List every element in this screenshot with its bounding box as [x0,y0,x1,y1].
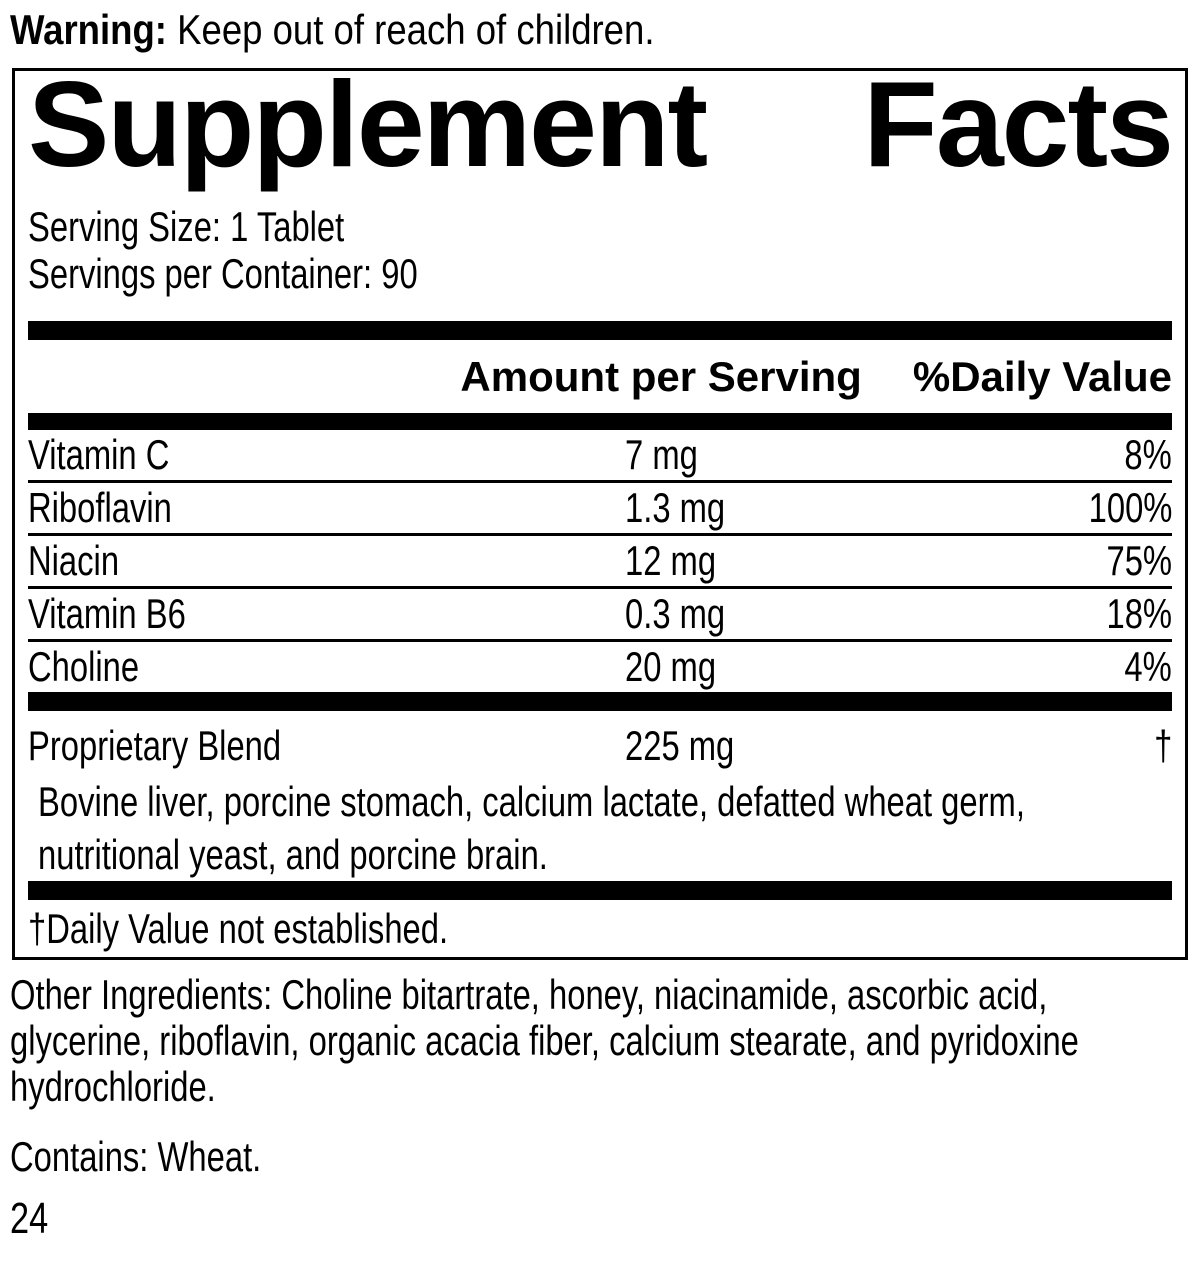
page-number-wrap: 24 [10,1194,1190,1244]
proprietary-blend-row: Proprietary Blend 225 mg † [28,723,1172,772]
serving-info: Serving Size: 1 Tablet Servings per Cont… [28,203,1172,297]
blend-description-wrap: Bovine liver, porcine stomach, calcium l… [38,775,1172,881]
nutrient-name: Vitamin C [28,431,170,478]
warning-message: Keep out of reach of children. [166,6,655,53]
contains-statement: Contains: Wheat. [10,1133,262,1180]
nutrient-row: Vitamin B6 0.3 mg 18% [28,589,1172,642]
column-header-amount: Amount per Serving [460,353,862,400]
other-ingredients: Other Ingredients: Choline bitartrate, h… [10,971,1079,1110]
nutrient-daily-value: 8% [1124,431,1172,478]
contains-statement-wrap: Contains: Wheat. [10,1134,1190,1180]
servings-per-container: Servings per Container: 90 [28,250,418,297]
nutrient-row: Choline 20 mg 4% [28,642,1172,692]
panel-title-right: Facts [863,56,1174,192]
daily-value-footnote-text: †Daily Value not established. [28,905,449,952]
panel-title: Supplement Facts [28,56,1174,192]
page-number: 24 [10,1194,49,1243]
table-header-row: Amount per Serving %Daily Value [28,354,1172,399]
divider-bar-above-footnote [28,881,1172,900]
daily-value-footnote: †Daily Value not established. [28,907,1172,951]
supplement-facts-panel: Supplement Facts Serving Size: 1 Tablet … [12,63,1188,960]
nutrient-amount: 20 mg [625,643,717,690]
nutrient-amount: 7 mg [625,431,698,478]
other-ingredients-wrap: Other Ingredients: Choline bitartrate, h… [10,972,1190,1110]
blend-description: Bovine liver, porcine stomach, calcium l… [38,778,1025,878]
nutrient-amount: 0.3 mg [625,590,726,637]
warning-label: Warning: [10,6,167,53]
blend-name: Proprietary Blend [28,722,282,769]
nutrient-daily-value: 4% [1124,643,1172,690]
serving-size: Serving Size: 1 Tablet [28,203,345,250]
nutrient-daily-value: 100% [1088,484,1172,531]
below-panel-section: Other Ingredients: Choline bitartrate, h… [10,972,1190,1244]
nutrient-name: Vitamin B6 [28,590,186,637]
nutrient-row: Niacin 12 mg 75% [28,536,1172,589]
nutrient-amount: 12 mg [625,537,717,584]
column-header-daily-value: %Daily Value [912,353,1172,400]
dagger-symbol: † [1153,722,1172,769]
divider-bar-thick-top [28,321,1172,340]
divider-bar-below-header [28,413,1172,430]
nutrient-row: Vitamin C 7 mg 8% [28,430,1172,483]
nutrient-name: Choline [28,643,140,690]
nutrient-row: Riboflavin 1.3 mg 100% [28,483,1172,536]
warning-text: Warning: Keep out of reach of children. [10,8,1200,52]
nutrient-daily-value: 18% [1106,590,1172,637]
nutrient-name: Niacin [28,537,120,584]
nutrient-amount: 1.3 mg [625,484,726,531]
nutrient-name: Riboflavin [28,484,172,531]
divider-bar-above-blend [28,692,1172,711]
blend-amount: 225 mg [625,722,735,769]
nutrient-daily-value: 75% [1106,537,1172,584]
panel-title-left: Supplement [28,56,708,192]
